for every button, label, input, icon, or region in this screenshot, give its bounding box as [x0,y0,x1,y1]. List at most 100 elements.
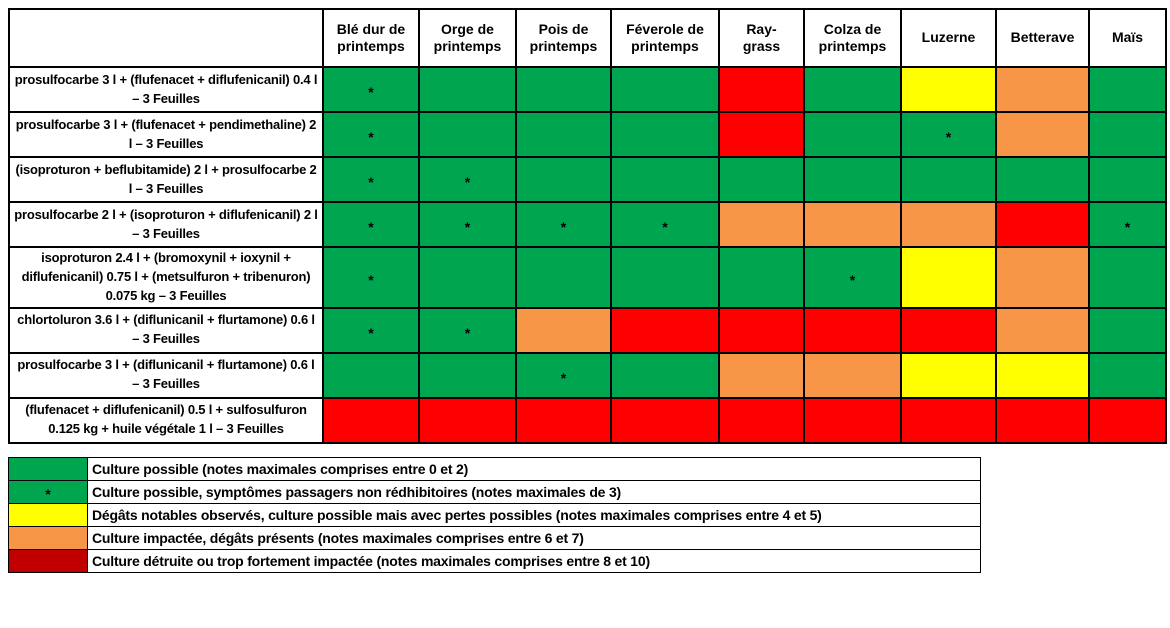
rating-cell-red [718,396,805,444]
table-row: (flufenacet + diflufenicanil) 0.5 l + su… [8,396,1167,444]
rating-cell-orange [995,306,1090,354]
star-marker: * [464,219,471,235]
legend-swatch-yellow [8,502,88,527]
rating-cell-red [322,396,420,444]
rating-cell-red [1088,396,1167,444]
rating-cell-green [418,66,517,113]
rating-cell-red [900,396,997,444]
star-marker: * [464,174,471,190]
legend-label: Culture possible (notes maximales compri… [87,456,981,481]
rating-cell-red [900,306,997,354]
rating-cell-green-star: * [515,201,612,248]
legend-label: Culture possible, symptômes passagers no… [87,479,981,504]
rating-cell-green [515,111,612,158]
legend-row: * Culture possible, symptômes passagers n… [8,479,981,504]
column-header: Féverole de printemps [610,8,720,68]
rating-cell-red [418,396,517,444]
column-header: Orge de printemps [418,8,517,68]
star-marker: * [849,271,856,288]
table-row: prosulfocarbe 3 l + (diflunicanil + flur… [8,351,1167,399]
legend-body: Culture possible (notes maximales compri… [8,456,981,573]
rating-cell-green-star: * [322,246,420,309]
column-header: Colza de printemps [803,8,902,68]
rating-cell-green [718,246,805,309]
rating-cell-red [803,396,902,444]
legend-label: Culture impactée, dégâts présents (notes… [87,525,981,550]
rating-cell-green [610,156,720,203]
rating-cell-green-star: * [418,201,517,248]
treatment-label: prosulfocarbe 3 l + (diflunicanil + flur… [8,351,324,399]
rating-cell-orange [718,351,805,399]
treatment-label: prosulfocarbe 3 l + (flufenacet + pendim… [8,111,324,158]
legend-swatch-green [8,456,88,481]
rating-cell-red [718,306,805,354]
rating-cell-green-star: * [1088,201,1167,248]
rating-cell-green [418,351,517,399]
rating-cell-orange [900,201,997,248]
rating-cell-green [610,351,720,399]
rating-cell-green-star: * [418,156,517,203]
star-marker: * [1124,219,1131,235]
rating-cell-green [1088,111,1167,158]
rating-cell-red [610,306,720,354]
rating-cell-green [1088,351,1167,399]
rating-cell-red [718,66,805,113]
star-marker: * [945,129,952,145]
legend-row: Culture impactée, dégâts présents (notes… [8,525,981,550]
column-header: Ray- grass [718,8,805,68]
rating-cell-red [515,396,612,444]
legend-table: Culture possible (notes maximales compri… [8,456,981,573]
rating-cell-green [610,246,720,309]
rating-cell-yellow [995,351,1090,399]
rating-cell-green-star: * [418,306,517,354]
legend-swatch-darkred [8,548,88,573]
rating-cell-green-star: * [322,111,420,158]
legend-row: Dégâts notables observés, culture possib… [8,502,981,527]
rating-cell-orange [515,306,612,354]
rating-cell-green [1088,66,1167,113]
legend-label: Dégâts notables observés, culture possib… [87,502,981,527]
rating-cell-green [418,111,517,158]
star-marker: * [368,129,374,145]
treatment-label: chlortoluron 3.6 l + (diflunicanil + flu… [8,306,324,354]
rating-cell-yellow [900,246,997,309]
rating-cell-green-star: * [322,156,420,203]
rating-cell-orange [995,111,1090,158]
rating-cell-green [900,156,997,203]
rating-cell-green [1088,156,1167,203]
star-marker: * [368,271,374,288]
star-marker: * [662,219,668,235]
table-row: isoproturon 2.4 l + (bromoxynil + ioxyni… [8,246,1167,309]
rating-cell-green [610,66,720,113]
treatment-crop-matrix: Blé dur de printemps Orge de printemps Poi… [8,8,1167,444]
rating-cell-green [1088,306,1167,354]
rating-cell-green-star: * [322,201,420,248]
rating-cell-green [803,156,902,203]
column-header: Betterave [995,8,1090,68]
rating-cell-green-star: * [900,111,997,158]
rating-cell-yellow [900,66,997,113]
rating-cell-orange [803,201,902,248]
star-marker: * [560,219,567,235]
star-marker: * [560,369,567,386]
star-marker: * [368,174,374,190]
table-row: prosulfocarbe 3 l + (flufenacet + difluf… [8,66,1167,113]
legend-label: Culture détruite ou trop fortement impac… [87,548,981,573]
treatment-label: (flufenacet + diflufenicanil) 0.5 l + su… [8,396,324,444]
rating-cell-green-star: * [610,201,720,248]
rating-cell-red [995,201,1090,248]
rating-cell-green [322,351,420,399]
corner-cell [8,8,324,68]
treatment-label: prosulfocarbe 2 l + (isoproturon + diflu… [8,201,324,248]
column-header: Maïs [1088,8,1167,68]
page: Blé dur de printemps Orge de printemps Poi… [8,8,1167,573]
rating-cell-green [515,66,612,113]
table-row: (isoproturon + beflubitamide) 2 l + pros… [8,156,1167,203]
treatment-label: isoproturon 2.4 l + (bromoxynil + ioxyni… [8,246,324,309]
star-marker: * [368,84,374,100]
rating-cell-green [803,66,902,113]
rating-cell-yellow [900,351,997,399]
legend-swatch-green-star: * [8,479,88,504]
rating-cell-orange [995,66,1090,113]
rating-cell-red [803,306,902,354]
